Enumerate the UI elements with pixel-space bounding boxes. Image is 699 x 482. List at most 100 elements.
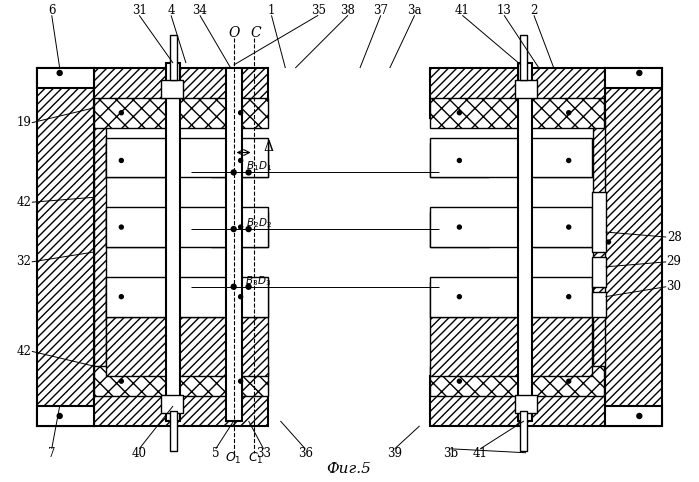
Bar bbox=[430, 282, 489, 317]
Text: 13: 13 bbox=[497, 4, 512, 17]
Circle shape bbox=[457, 159, 461, 162]
Bar bbox=[430, 366, 524, 396]
Bar bbox=[515, 395, 537, 413]
Bar bbox=[534, 143, 591, 177]
Bar bbox=[170, 411, 177, 451]
Circle shape bbox=[238, 111, 243, 115]
Circle shape bbox=[457, 379, 461, 383]
Bar bbox=[226, 68, 242, 421]
Circle shape bbox=[457, 225, 461, 229]
Bar bbox=[174, 98, 268, 128]
Circle shape bbox=[637, 70, 642, 76]
Bar bbox=[170, 35, 177, 80]
Circle shape bbox=[567, 159, 570, 162]
Circle shape bbox=[238, 295, 243, 299]
Bar bbox=[161, 80, 183, 98]
Text: 41: 41 bbox=[455, 4, 470, 17]
Circle shape bbox=[120, 159, 123, 162]
Bar bbox=[94, 68, 268, 118]
Text: 4: 4 bbox=[167, 4, 175, 17]
Circle shape bbox=[246, 284, 251, 289]
Text: 39: 39 bbox=[387, 447, 402, 460]
Bar bbox=[37, 406, 94, 426]
Bar bbox=[430, 143, 489, 177]
Text: 38: 38 bbox=[340, 4, 356, 17]
Text: 36: 36 bbox=[298, 447, 312, 460]
Circle shape bbox=[238, 379, 243, 383]
Bar bbox=[106, 282, 166, 317]
Circle shape bbox=[246, 170, 251, 175]
Bar bbox=[593, 118, 605, 376]
Bar bbox=[211, 212, 268, 247]
Bar bbox=[106, 143, 166, 177]
Bar bbox=[534, 282, 591, 317]
Bar bbox=[534, 212, 591, 247]
Bar bbox=[430, 376, 605, 426]
Text: 1: 1 bbox=[268, 4, 275, 17]
Circle shape bbox=[57, 414, 62, 418]
Circle shape bbox=[246, 227, 251, 231]
Bar bbox=[430, 212, 489, 247]
Bar bbox=[106, 317, 268, 376]
Circle shape bbox=[238, 225, 243, 229]
Text: $B_1D_1$: $B_1D_1$ bbox=[245, 160, 271, 174]
Bar bbox=[430, 98, 524, 128]
Text: $B_2D_2$: $B_2D_2$ bbox=[245, 216, 271, 230]
Bar bbox=[174, 366, 268, 396]
Bar bbox=[94, 98, 174, 128]
Text: 33: 33 bbox=[256, 447, 271, 460]
Circle shape bbox=[231, 284, 236, 289]
Bar bbox=[591, 292, 605, 317]
Bar bbox=[94, 376, 268, 426]
Bar bbox=[106, 277, 268, 317]
Text: 40: 40 bbox=[131, 447, 147, 460]
Text: 3b: 3b bbox=[443, 447, 458, 460]
Text: 31: 31 bbox=[132, 4, 147, 17]
Bar bbox=[430, 317, 591, 376]
Text: 37: 37 bbox=[373, 4, 389, 17]
Circle shape bbox=[57, 70, 62, 76]
Bar bbox=[605, 406, 662, 426]
Bar bbox=[37, 68, 94, 88]
Text: 7: 7 bbox=[48, 447, 55, 460]
Text: 3a: 3a bbox=[408, 4, 422, 17]
Circle shape bbox=[231, 170, 236, 175]
Bar bbox=[211, 282, 268, 317]
Text: Δ: Δ bbox=[264, 140, 273, 154]
Bar bbox=[106, 137, 268, 177]
Text: O: O bbox=[228, 26, 239, 40]
Text: 34: 34 bbox=[192, 4, 208, 17]
Bar bbox=[94, 366, 174, 396]
Bar bbox=[37, 68, 94, 426]
Bar bbox=[605, 68, 662, 426]
Text: 30: 30 bbox=[667, 280, 682, 293]
Text: 5: 5 bbox=[212, 447, 219, 460]
Text: $O_1$: $O_1$ bbox=[225, 451, 242, 466]
Text: $B_3D_3$: $B_3D_3$ bbox=[245, 274, 272, 288]
Circle shape bbox=[567, 295, 570, 299]
Text: 29: 29 bbox=[667, 255, 682, 268]
Text: 32: 32 bbox=[17, 255, 31, 268]
Text: Фиг.5: Фиг.5 bbox=[326, 462, 371, 476]
Circle shape bbox=[457, 295, 461, 299]
Circle shape bbox=[231, 227, 236, 231]
Circle shape bbox=[457, 111, 461, 115]
Bar bbox=[515, 80, 537, 98]
Text: 6: 6 bbox=[48, 4, 55, 17]
Bar bbox=[430, 137, 591, 177]
Text: $C_1$: $C_1$ bbox=[248, 451, 264, 466]
Bar bbox=[94, 118, 106, 376]
Bar bbox=[524, 366, 603, 396]
Circle shape bbox=[567, 225, 570, 229]
Bar bbox=[591, 192, 605, 252]
Bar bbox=[430, 277, 591, 317]
Bar bbox=[166, 63, 180, 421]
Bar bbox=[161, 395, 183, 413]
Bar bbox=[106, 207, 268, 247]
Circle shape bbox=[120, 225, 123, 229]
Text: 41: 41 bbox=[473, 447, 488, 460]
Bar bbox=[591, 257, 605, 287]
Bar bbox=[524, 98, 603, 128]
Text: 2: 2 bbox=[531, 4, 538, 17]
Bar bbox=[605, 68, 662, 88]
